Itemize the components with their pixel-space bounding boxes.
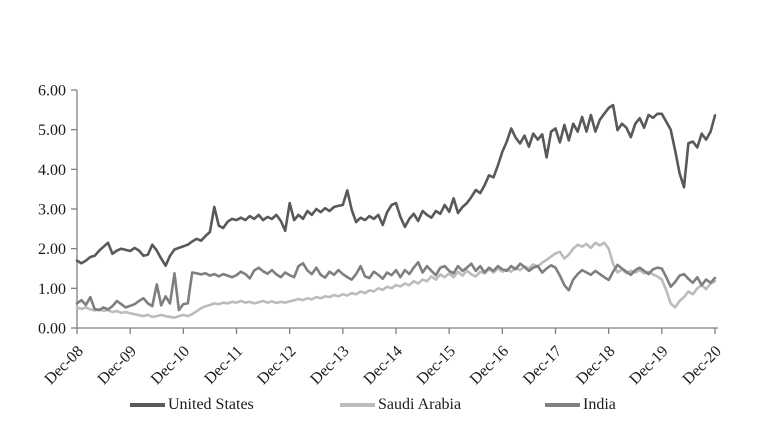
x-axis-tick-label: Dec-09 (95, 343, 140, 388)
y-axis-tick-label: 6.00 (38, 83, 66, 100)
legend-item-united-states: United States (130, 396, 254, 414)
x-axis-tick-label: Dec-19 (626, 343, 671, 388)
x-axis-tick-label: Dec-12 (254, 343, 299, 388)
x-axis-tick-label: Dec-16 (467, 343, 512, 388)
legend-label-saudi-arabia: Saudi Arabia (378, 396, 462, 413)
x-axis-tick-label: Dec-15 (414, 343, 459, 388)
y-axis-tick-label: 5.00 (38, 122, 66, 139)
x-axis-tick-label: Dec-18 (573, 343, 618, 388)
legend-item-india: India (545, 396, 616, 414)
saudi-arabia-line-swatch (340, 403, 375, 407)
y-axis-tick-label: 3.00 (38, 202, 66, 219)
x-axis-tick-label: Dec-17 (520, 343, 565, 388)
series-line-india (75, 260, 717, 312)
x-axis-tick-label: Dec-08 (42, 343, 87, 388)
series-line-saudi-arabia (75, 241, 717, 320)
x-axis-tick-label: Dec-14 (361, 343, 406, 388)
united-states-line-swatch (130, 403, 165, 407)
legend-label-india: India (583, 396, 616, 413)
india-line-swatch (545, 403, 580, 407)
y-axis-tick-label: 2.00 (38, 241, 66, 258)
x-axis-tick-label: Dec-20 (680, 343, 725, 388)
y-axis-tick-label: 4.00 (38, 162, 66, 179)
x-axis-tick-label: Dec-11 (201, 343, 246, 388)
legend-label-united-states: United States (168, 396, 254, 413)
chart-legend: United States Saudi Arabia India (0, 396, 766, 416)
x-axis-tick-label: Dec-10 (148, 343, 193, 388)
x-axis-tick-label: Dec-13 (307, 343, 352, 388)
y-axis-tick-label: 1.00 (38, 281, 66, 298)
legend-item-saudi-arabia: Saudi Arabia (340, 396, 461, 414)
y-axis-tick-label: 0.00 (38, 321, 66, 338)
series-line-united-states (75, 103, 717, 268)
